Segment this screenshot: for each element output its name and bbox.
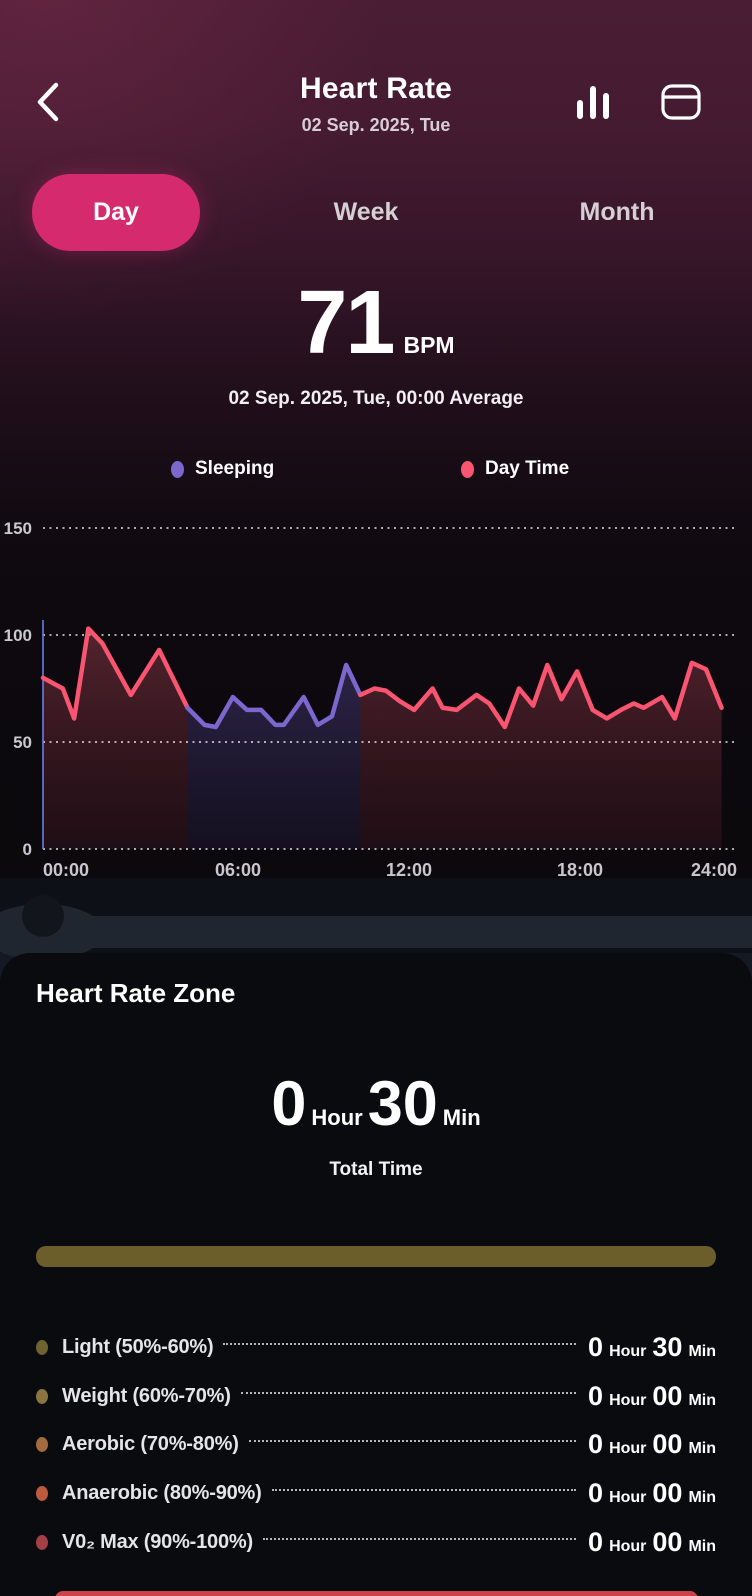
zone-row-light: Light (50%-60%) 0 Hour 30 Min <box>36 1330 716 1364</box>
period-tabs: Day Week Month <box>0 174 752 251</box>
total-hour-unit: Hour <box>311 1105 363 1130</box>
zone-hour-value: 0 <box>588 1380 604 1411</box>
heart-rate-zone-card: Heart Rate Zone 0 Hour 30 Min Total Time… <box>0 953 752 1596</box>
zone-hour-value: 0 <box>588 1477 604 1508</box>
zone-title: Heart Rate Zone <box>36 978 236 1008</box>
zone-distribution-bar <box>36 1246 716 1267</box>
scrubber-track[interactable] <box>0 916 752 948</box>
zone-min-unit: Min <box>688 1391 716 1409</box>
bpm-value: 71 <box>297 273 395 373</box>
zone-row-value: 0 Hour 00 Min <box>588 1478 716 1509</box>
scrubber-knob[interactable] <box>22 895 64 937</box>
bar-chart-view-button[interactable] <box>574 80 618 126</box>
zone-min-unit: Min <box>688 1439 716 1457</box>
zone-min-value: 00 <box>652 1477 683 1508</box>
dotted-leader <box>248 1440 577 1442</box>
day-time-dot-icon <box>461 460 474 478</box>
zone-min-unit: Min <box>688 1342 716 1360</box>
zone-dot-icon <box>36 1339 48 1355</box>
tab-month[interactable]: Month <box>579 198 655 226</box>
header: Heart Rate 02 Sep. 2025, Tue <box>0 72 752 136</box>
average-caption: 02 Sep. 2025, Tue, 00:00 Average <box>228 388 524 409</box>
legend-sleeping: Sleeping <box>171 458 274 480</box>
bpm-unit: BPM <box>403 332 455 358</box>
legend-day-time: Day Time <box>461 458 569 480</box>
peek-red-element[interactable] <box>55 1591 698 1596</box>
chart-panel: Heart Rate 02 Sep. 2025, Tue Day Week Mo… <box>0 0 752 878</box>
tab-week[interactable]: Week <box>333 198 399 226</box>
zone-hour-unit: Hour <box>609 1537 647 1555</box>
zone-total-caption: Total Time <box>329 1159 423 1180</box>
legend-sleeping-label: Sleeping <box>195 458 275 479</box>
zone-hour-value: 0 <box>588 1526 604 1557</box>
total-hour-value: 0 <box>271 1069 307 1139</box>
legend-day-time-label: Day Time <box>485 458 570 479</box>
card-view-icon <box>661 84 701 120</box>
total-min-unit: Min <box>442 1105 481 1130</box>
dotted-leader <box>223 1343 577 1345</box>
zone-min-value: 00 <box>652 1380 683 1411</box>
zone-hour-unit: Hour <box>609 1342 647 1360</box>
zone-row-weight: Weight (60%-70%) 0 Hour 00 Min <box>36 1379 716 1413</box>
bpm-summary: 71 BPM <box>0 278 752 368</box>
zone-min-value: 30 <box>652 1331 683 1362</box>
total-min-value: 30 <box>367 1069 438 1139</box>
zone-min-value: 00 <box>652 1526 683 1557</box>
dotted-leader <box>262 1538 577 1540</box>
zone-dot-icon <box>36 1388 48 1404</box>
card-view-button[interactable] <box>659 80 703 126</box>
zone-row-vo2max: V0₂ Max (90%-100%) 0 Hour 00 Min <box>36 1525 716 1559</box>
zone-row-aerobic: Aerobic (70%-80%) 0 Hour 00 Min <box>36 1427 716 1461</box>
zone-dot-icon <box>36 1534 48 1550</box>
back-chevron-icon <box>37 82 59 122</box>
zone-row-label: Aerobic (70%-80%) <box>62 1432 239 1455</box>
zone-row-label: Light (50%-60%) <box>62 1335 214 1358</box>
zone-row-value: 0 Hour 30 Min <box>588 1332 716 1363</box>
zone-row-label: V0₂ Max (90%-100%) <box>62 1530 253 1553</box>
zone-min-unit: Min <box>688 1488 716 1506</box>
back-button[interactable] <box>30 78 70 126</box>
zone-row-value: 0 Hour 00 Min <box>588 1429 716 1460</box>
heart-rate-chart[interactable]: 0 50 100 150 00:00 06:00 12:00 18:00 24:00 <box>0 495 752 878</box>
zone-hour-value: 0 <box>588 1331 604 1362</box>
zone-min-value: 00 <box>652 1428 683 1459</box>
zone-min-unit: Min <box>688 1537 716 1555</box>
zone-row-label: Weight (60%-70%) <box>62 1384 231 1407</box>
svg-text:18:00: 18:00 <box>557 860 603 878</box>
zone-hour-unit: Hour <box>609 1488 647 1506</box>
zone-hour-value: 0 <box>588 1428 604 1459</box>
svg-text:100: 100 <box>4 626 32 645</box>
tab-day-label: Day <box>93 198 139 226</box>
svg-text:12:00: 12:00 <box>386 860 432 878</box>
sleeping-dot-icon <box>171 460 184 478</box>
zone-dot-icon <box>36 1485 48 1501</box>
svg-text:150: 150 <box>4 519 32 538</box>
zone-hour-unit: Hour <box>609 1439 647 1457</box>
time-scrubber <box>0 878 752 960</box>
svg-text:24:00: 24:00 <box>691 860 737 878</box>
zone-total-time: 0 Hour 30 Min <box>0 1073 752 1136</box>
zone-row-value: 0 Hour 00 Min <box>588 1527 716 1558</box>
zone-dot-icon <box>36 1436 48 1452</box>
page-title: Heart Rate <box>299 72 453 105</box>
zone-row-value: 0 Hour 00 Min <box>588 1381 716 1412</box>
header-date: 02 Sep. 2025, Tue <box>301 115 451 135</box>
bar-chart-icon <box>577 86 609 119</box>
zone-row-label: Anaerobic (80%-90%) <box>62 1481 262 1504</box>
svg-text:50: 50 <box>13 733 32 752</box>
svg-text:00:00: 00:00 <box>43 860 89 878</box>
zone-hour-unit: Hour <box>609 1391 647 1409</box>
zone-row-anaerobic: Anaerobic (80%-90%) 0 Hour 00 Min <box>36 1476 716 1510</box>
tab-day[interactable]: Day <box>32 174 200 251</box>
svg-text:0: 0 <box>23 840 32 859</box>
svg-text:06:00: 06:00 <box>215 860 261 878</box>
dotted-leader <box>271 1489 577 1491</box>
dotted-leader <box>240 1392 577 1394</box>
